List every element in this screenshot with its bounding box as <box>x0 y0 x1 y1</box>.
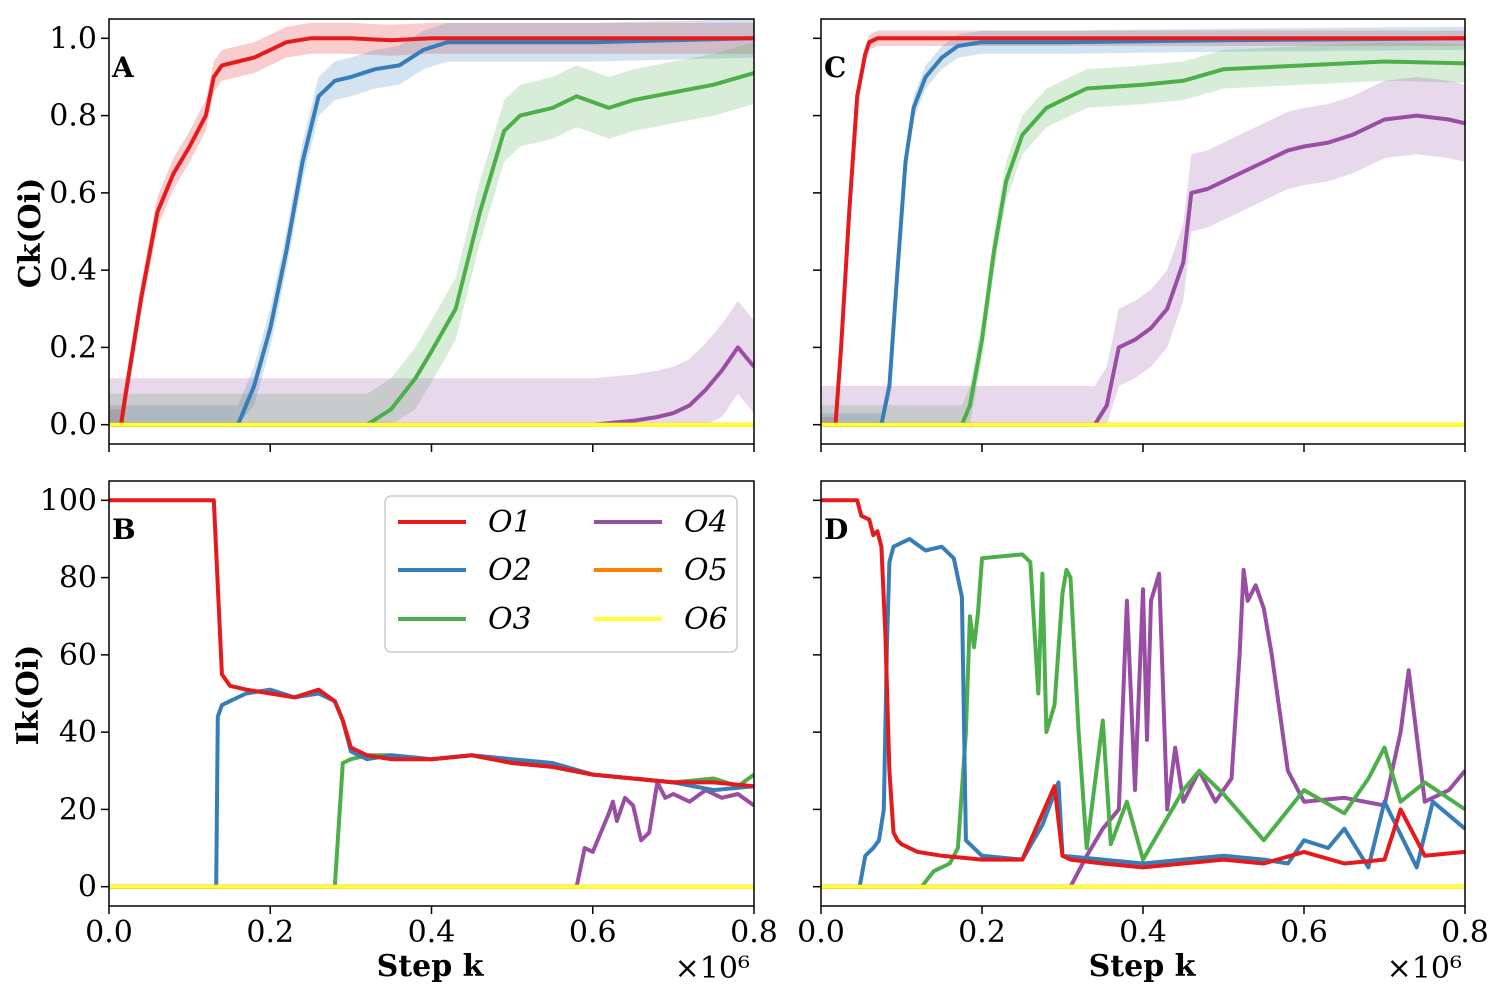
legend-label-o6: O6 <box>684 602 728 637</box>
line-o3-a <box>109 71 754 427</box>
line-o3-d <box>821 552 1465 889</box>
xlabel-right: Step k <box>1089 949 1197 984</box>
ytick-label-a: 0.2 <box>49 330 97 365</box>
ytick-label-a: 1.0 <box>49 21 97 56</box>
panel-letter-a: A <box>111 51 135 84</box>
ytick-label-b: 80 <box>59 561 97 596</box>
panel-b: 0 20 40 60 80 100 0.0 0.2 0.4 0.6 0.8 B <box>40 480 778 950</box>
xtick-label-d: 0.2 <box>958 915 1006 950</box>
line-o4-c <box>821 113 1465 427</box>
panel-a: 0.0 0.2 0.4 0.6 0.8 1.0 A <box>49 18 755 452</box>
ytick-label-b: 60 <box>59 638 97 673</box>
ytick-label-b: 40 <box>59 715 97 750</box>
band-o4-a <box>109 301 754 425</box>
panel-d: 0.0 0.2 0.4 0.6 0.8 D <box>797 480 1489 950</box>
legend-label-o1: O1 <box>488 505 532 540</box>
line-o2-c <box>821 36 1465 427</box>
line-o1-a <box>109 36 754 427</box>
xtick-label-b: 0.2 <box>246 915 294 950</box>
legend-label-o5: O5 <box>684 553 728 588</box>
x-multiplier-left: ×10⁶ <box>675 951 750 986</box>
xtick-label-b: 0.4 <box>408 915 456 950</box>
ytick-label-b: 0 <box>78 870 97 905</box>
legend-label-o2: O2 <box>488 553 532 588</box>
line-o4-d <box>821 567 1465 889</box>
line-o3-c <box>821 59 1465 427</box>
xtick-label-d: 0.0 <box>797 915 845 950</box>
panel-letter-b: B <box>112 513 136 546</box>
ylabel-bottom: Ik(Oi) <box>11 645 46 746</box>
ytick-label-b: 20 <box>59 792 97 827</box>
legend-box <box>384 495 738 653</box>
xtick-label-d: 0.4 <box>1119 915 1167 950</box>
xtick-label-b: 0.0 <box>85 915 133 950</box>
ytick-label-b: 100 <box>40 483 97 518</box>
panel-c: C <box>813 18 1466 452</box>
ytick-label-a: 0.6 <box>49 176 97 211</box>
ytick-label-a: 0.8 <box>49 99 97 134</box>
legend-label-o3: O3 <box>488 602 532 637</box>
line-o4-b <box>109 780 754 889</box>
legend-label-o4: O4 <box>684 505 728 540</box>
ytick-label-a: 0.0 <box>49 408 97 443</box>
ytick-label-a: 0.4 <box>49 253 97 288</box>
xtick-label-b: 0.6 <box>569 915 617 950</box>
line-o2-a <box>109 36 754 427</box>
band-o4-c <box>821 77 1465 425</box>
line-o1-b <box>109 498 754 789</box>
line-o1-d <box>821 498 1465 870</box>
panel-letter-d: D <box>824 513 848 546</box>
xtick-label-d: 0.6 <box>1280 915 1328 950</box>
line-o1-c <box>821 36 1465 427</box>
x-multiplier-right: ×10⁶ <box>1387 951 1462 986</box>
xlabel-left: Step k <box>377 949 485 984</box>
xtick-label-b: 0.8 <box>730 915 778 950</box>
panel-letter-c: C <box>824 51 846 84</box>
ylabel-top: Ck(Oi) <box>13 178 48 289</box>
legend: O1 O2 O3 O4 O5 O6 <box>384 495 738 653</box>
xtick-label-d: 0.8 <box>1441 915 1489 950</box>
